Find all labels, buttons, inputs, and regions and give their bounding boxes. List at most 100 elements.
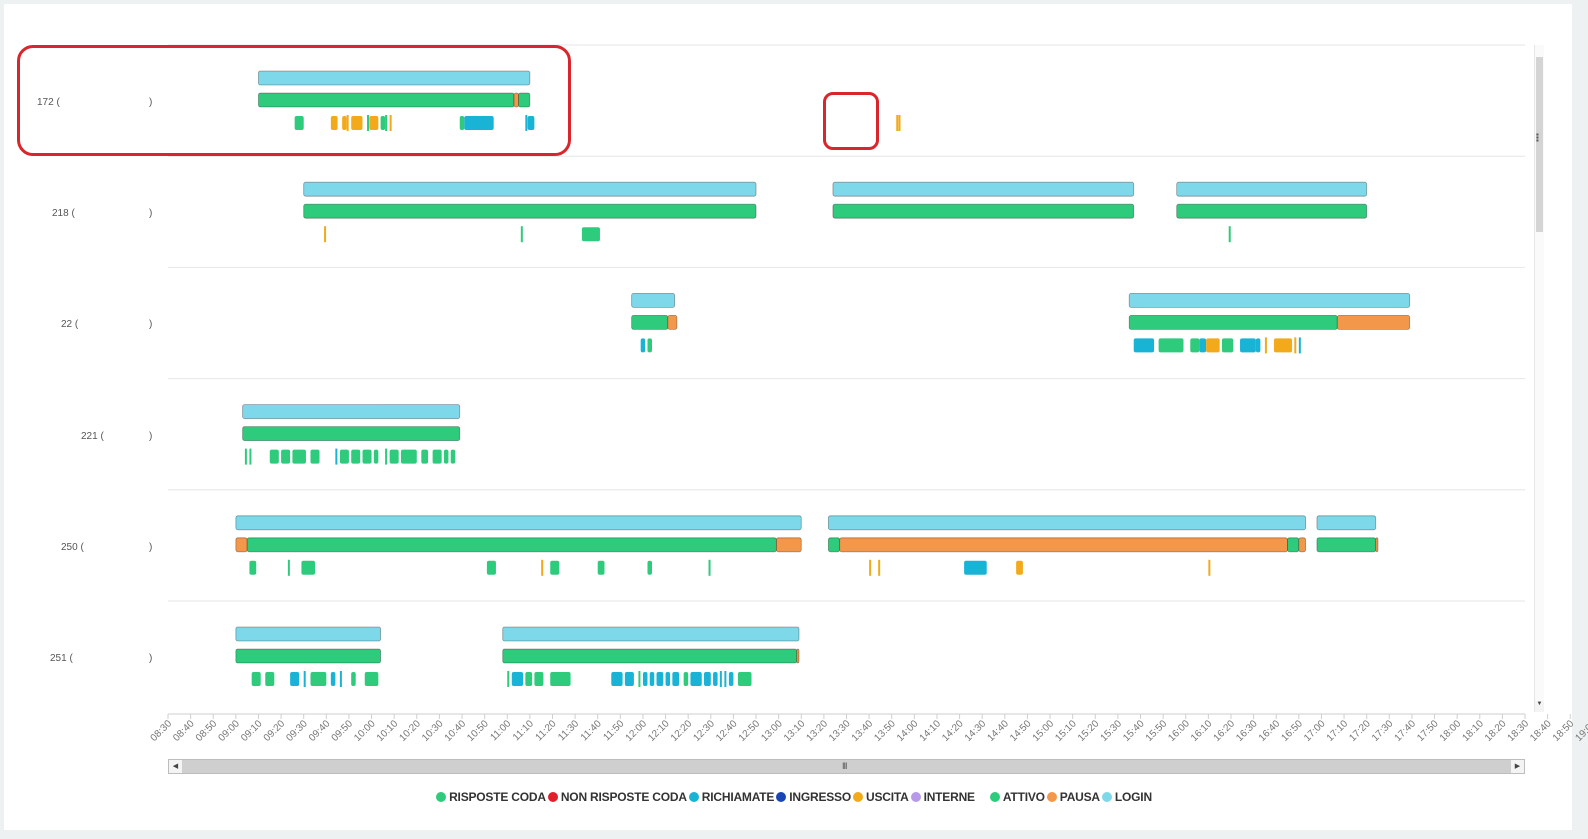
scroll-down-arrow-icon[interactable]: ▼	[1535, 701, 1544, 712]
time-tick-label: 11:20	[534, 718, 559, 743]
agent-label: 22 (	[61, 319, 78, 330]
legend-item[interactable]: INGRESSO	[776, 790, 851, 804]
risposte-call-mark	[362, 449, 372, 464]
agent-name-close: )	[149, 430, 153, 442]
legend-item[interactable]: RICHIAMATE	[688, 790, 774, 804]
legend-item[interactable]: NON RISPOSTE CODA	[547, 790, 687, 804]
risposte-call-mark	[486, 560, 496, 575]
agent-extension: 22	[61, 319, 73, 331]
risposte-call-mark	[265, 672, 275, 686]
agent-label: 172 (	[37, 97, 60, 108]
time-tick-label: 17:30	[1370, 718, 1396, 744]
agent-label: 250 (	[61, 542, 84, 553]
pausa-bar	[839, 537, 1288, 553]
agent-name-close: )	[149, 319, 153, 331]
attivo-bar	[1287, 537, 1300, 553]
time-tick-label: 11:50	[601, 718, 626, 743]
time-tick-label: 10:10	[375, 718, 401, 744]
uscita-call-mark	[1273, 338, 1293, 353]
risposte-call-mark	[520, 226, 523, 243]
time-tick-label: 15:40	[1121, 718, 1147, 744]
time-tick-label: 14:10	[918, 718, 944, 744]
richiamate-call-mark	[330, 672, 336, 686]
attivo-bar	[502, 648, 798, 664]
risposte-call-mark	[310, 449, 320, 464]
scroll-right-arrow-icon[interactable]: ▶	[1511, 760, 1524, 773]
time-tick-label: 10:40	[443, 718, 469, 744]
time-tick-label: 10:30	[420, 718, 446, 744]
attivo-bar	[246, 537, 777, 553]
richiamate-call-mark	[1298, 337, 1301, 354]
legend-item[interactable]: PAUSA	[1046, 790, 1100, 804]
legend-item[interactable]: ATTIVO	[989, 790, 1045, 804]
scroll-left-arrow-icon[interactable]: ◀	[169, 760, 182, 773]
horizontal-scrollbar[interactable]: ◀ III ▶	[168, 759, 1525, 774]
time-tick-label: 12:30	[691, 718, 717, 744]
legend-item[interactable]: RISPOSTE CODA	[436, 790, 546, 804]
legend-label: PAUSA	[1059, 790, 1100, 804]
legend-dot-icon	[989, 792, 1000, 802]
risposte-call-mark	[507, 671, 510, 687]
time-tick-label: 09:30	[284, 718, 310, 744]
risposte-call-mark	[364, 672, 379, 686]
richiamate-call-mark	[1199, 338, 1207, 353]
risposte-call-mark	[534, 672, 544, 686]
time-tick-label: 12:10	[646, 718, 672, 744]
agent-name-open: (	[69, 653, 73, 664]
risposte-call-mark	[1228, 226, 1231, 243]
richiamate-call-mark	[611, 672, 623, 686]
richiamate-call-mark	[1133, 338, 1155, 353]
time-tick-label: 14:30	[963, 718, 989, 744]
time-tick-label: 12:40	[714, 718, 740, 744]
risposte-call-mark	[1190, 338, 1200, 353]
richiamate-call-mark	[303, 671, 306, 687]
time-tick-label: 15:50	[1144, 718, 1170, 744]
legend-label: USCITA	[866, 790, 909, 804]
legend-item[interactable]: USCITA	[853, 790, 909, 804]
attivo-bar	[303, 203, 757, 219]
vertical-scrollbar-thumb[interactable]	[1536, 57, 1543, 232]
richiamate-call-mark	[672, 672, 680, 686]
uscita-call-mark	[1294, 337, 1297, 354]
richiamate-call-mark	[704, 672, 711, 686]
legend-item[interactable]: INTERNE	[910, 790, 975, 804]
agent-name-close: )	[149, 97, 153, 108]
agent-name-close: )	[149, 541, 153, 553]
legend-item[interactable]: LOGIN	[1101, 790, 1152, 804]
uscita-call-mark	[541, 559, 544, 576]
legend-dot-icon	[1101, 792, 1112, 802]
richiamate-call-mark	[713, 672, 718, 686]
time-tick-label: 18:50	[1551, 718, 1577, 744]
time-tick-label: 09:20	[262, 718, 288, 744]
vertical-scrollbar[interactable]: ▪ ▪ ▪ ▼	[1534, 45, 1544, 712]
time-tick-label: 15:10	[1053, 718, 1079, 744]
time-tick-label: 14:00	[895, 718, 921, 744]
richiamate-call-mark	[290, 672, 300, 686]
uscita-call-mark	[1208, 559, 1211, 576]
risposte-call-mark	[269, 449, 279, 464]
agent-name-open: (	[71, 208, 75, 220]
attivo-bar	[235, 648, 381, 664]
risposte-call-mark	[647, 560, 652, 575]
risposte-call-mark	[367, 115, 370, 131]
agent-extension: 218	[52, 208, 69, 220]
richiamate-call-mark	[464, 116, 494, 130]
uscita-call-mark	[346, 115, 349, 131]
risposte-call-mark	[281, 449, 291, 464]
risposte-call-mark	[550, 560, 560, 575]
legend-label: INTERNE	[923, 790, 975, 804]
agent-name-close: )	[149, 208, 153, 220]
time-tick-label: 14:40	[985, 718, 1011, 744]
time-tick-label: 15:20	[1076, 718, 1102, 744]
richiamate-call-mark	[642, 672, 648, 686]
pausa-bar	[1298, 537, 1307, 553]
attivo-bar	[631, 314, 669, 330]
risposte-call-mark	[294, 116, 304, 130]
time-tick-label: 18:30	[1506, 718, 1532, 744]
pausa-bar	[667, 314, 678, 330]
agent-extension: 250	[61, 541, 78, 553]
agent-name-open: (	[56, 97, 60, 108]
richiamate-call-mark	[1240, 338, 1256, 353]
scrollbar-grip[interactable]: III	[842, 761, 847, 771]
